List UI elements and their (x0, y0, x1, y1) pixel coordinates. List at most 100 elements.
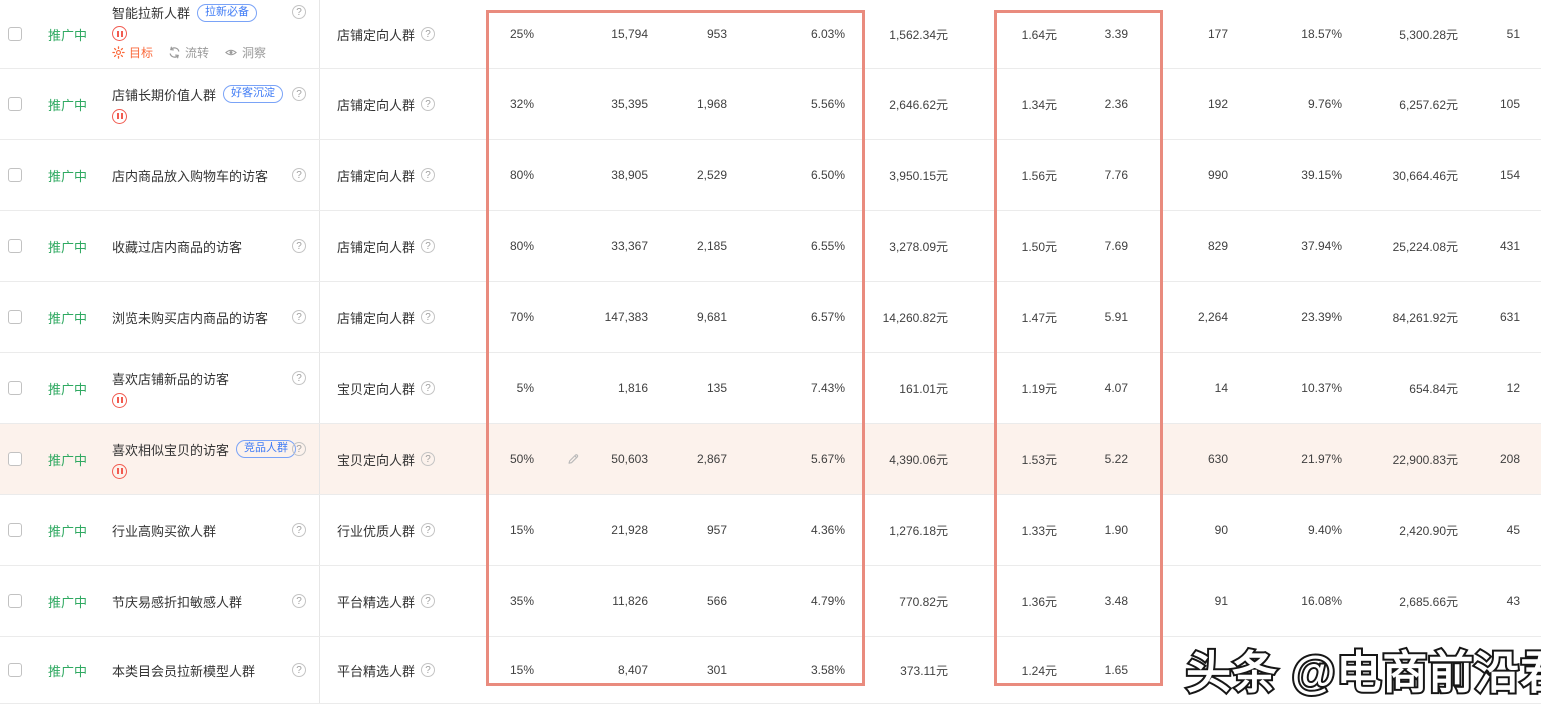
help-icon[interactable]: ? (292, 5, 306, 19)
help-icon[interactable]: ? (421, 452, 436, 466)
audience-type: 店铺定向人群 (337, 239, 416, 255)
edit-premium-icon[interactable] (566, 452, 580, 466)
pause-icon[interactable] (112, 463, 127, 479)
help-icon[interactable]: ? (292, 310, 306, 324)
cost-cell: 1,276.18元 (880, 495, 994, 565)
cpc-value: 1.24元 (1021, 663, 1057, 678)
row-checkbox[interactable] (8, 97, 22, 111)
help-icon[interactable]: ? (292, 87, 306, 101)
help-icon[interactable]: ? (292, 239, 306, 253)
help-icon[interactable]: ? (421, 239, 436, 253)
audience-name[interactable]: 店铺长期价值人群 (112, 87, 217, 103)
audience-name[interactable]: 喜欢店铺新品的访客 (112, 371, 230, 387)
action-insight[interactable]: 洞察 (224, 44, 266, 61)
help-icon[interactable]: ? (292, 594, 306, 608)
name-cell: 收藏过店内商品的访客 ? (104, 211, 320, 281)
favorites-value: 51 (1506, 27, 1520, 41)
clicks-value: 566 (706, 594, 727, 608)
clicks-cell: 301 (700, 637, 760, 703)
action-target[interactable]: 目标 (112, 44, 153, 61)
clicks-cell: 2,867 (697, 424, 760, 494)
type-cell: 店铺定向人群 ? (320, 166, 486, 185)
audience-name[interactable]: 浏览未购买店内商品的访客 (112, 310, 269, 326)
help-icon[interactable]: ? (292, 523, 306, 537)
cvr-cell: 9.76% (1240, 69, 1350, 139)
row-checkbox[interactable] (8, 523, 22, 537)
help-icon[interactable]: ? (421, 523, 436, 537)
pause-line (112, 108, 283, 124)
row-checkbox[interactable] (8, 452, 22, 466)
audience-name[interactable]: 店内商品放入购物车的访客 (112, 168, 269, 184)
help-icon[interactable]: ? (292, 371, 306, 385)
impressions-value: 1,816 (617, 381, 648, 395)
ctr-cell: 4.36% (760, 495, 880, 565)
clicks-value: 957 (706, 523, 727, 537)
help-icon[interactable]: ? (292, 442, 306, 456)
premium-cell: 25% (486, 0, 582, 68)
cpc-value: 1.19元 (1021, 381, 1057, 396)
audience-type: 店铺定向人群 (337, 27, 416, 43)
ctr-value: 3.58% (810, 663, 845, 677)
help-icon[interactable]: ? (292, 663, 306, 677)
help-icon[interactable]: ? (421, 381, 436, 395)
audience-name[interactable]: 节庆易感折扣敏感人群 (112, 594, 243, 610)
row-checkbox[interactable] (8, 239, 22, 253)
cpc-value: 1.53元 (1021, 452, 1057, 467)
cpc-value: 1.36元 (1021, 594, 1057, 609)
favorites-value: 43 (1506, 594, 1520, 608)
audience-name[interactable]: 行业高购买欲人群 (112, 523, 217, 539)
pause-icon[interactable] (112, 392, 127, 408)
help-icon[interactable]: ? (421, 663, 436, 677)
help-icon[interactable]: ? (292, 168, 306, 182)
checkbox-cell (0, 663, 40, 677)
row-checkbox[interactable] (8, 381, 22, 395)
help-icon[interactable]: ? (421, 97, 436, 111)
pause-icon[interactable] (112, 108, 127, 124)
row-checkbox[interactable] (8, 168, 22, 182)
roi-value: 7.76 (1104, 168, 1128, 182)
action-flow[interactable]: 流转 (168, 44, 209, 61)
clicks-cell: 135 (700, 353, 760, 423)
audience-name[interactable]: 喜欢相似宝贝的访客 (112, 442, 230, 458)
cvr-cell: 21.97% (1240, 424, 1350, 494)
favorites-value: 431 (1499, 239, 1520, 253)
clicks-value: 1,968 (696, 97, 727, 111)
favorites-value: 154 (1499, 168, 1520, 182)
ctr-cell: 6.03% (760, 0, 880, 68)
amount-cell: 22,900.83元 (1350, 424, 1468, 494)
audience-tag: 好客沉淀 (223, 85, 284, 103)
premium-value: 32% (509, 97, 534, 111)
clicks-value: 135 (706, 381, 727, 395)
help-icon[interactable]: ? (421, 27, 436, 41)
favorites-value: 631 (1499, 310, 1520, 324)
premium-value: 80% (509, 239, 534, 253)
row-checkbox[interactable] (8, 663, 22, 677)
cpc-cell: 1.24元 (994, 637, 1068, 703)
audience-name[interactable]: 智能拉新人群 (112, 6, 191, 21)
roi-value: 2.36 (1104, 97, 1128, 111)
table-row: 推广中 节庆易感折扣敏感人群 ? 平台精选人群 ? 35% 11,826 566… (0, 566, 1541, 637)
impressions-cell: 35,395 (582, 69, 700, 139)
cost-cell: 2,646.62元 (880, 69, 994, 139)
audience-name-line: 喜欢店铺新品的访客 (112, 369, 283, 388)
audience-name[interactable]: 收藏过店内商品的访客 (112, 239, 243, 255)
cpc-cell: 1.19元 (994, 353, 1068, 423)
audience-name-line: 店铺长期价值人群 好客沉淀 (112, 85, 284, 104)
row-checkbox[interactable] (8, 594, 22, 608)
help-icon[interactable]: ? (421, 310, 436, 324)
audience-type: 宝贝定向人群 (337, 452, 416, 468)
help-icon[interactable]: ? (421, 594, 436, 608)
cost-value: 373.11元 (900, 663, 948, 678)
row-checkbox[interactable] (8, 310, 22, 324)
row-checkbox[interactable] (8, 27, 22, 41)
premium-cell: 80% (486, 211, 582, 281)
table-row: 推广中 智能拉新人群 拉新必备 (0, 0, 1541, 69)
orders-value: 91 (1214, 594, 1228, 608)
audience-name[interactable]: 本类目会员拉新模型人群 (112, 663, 256, 679)
status-cell: 推广中 (40, 592, 104, 611)
help-icon[interactable]: ? (421, 168, 436, 182)
pause-icon[interactable] (112, 26, 127, 41)
status-cell: 推广中 (40, 661, 104, 680)
cvr-cell: 37.94% (1240, 211, 1350, 281)
